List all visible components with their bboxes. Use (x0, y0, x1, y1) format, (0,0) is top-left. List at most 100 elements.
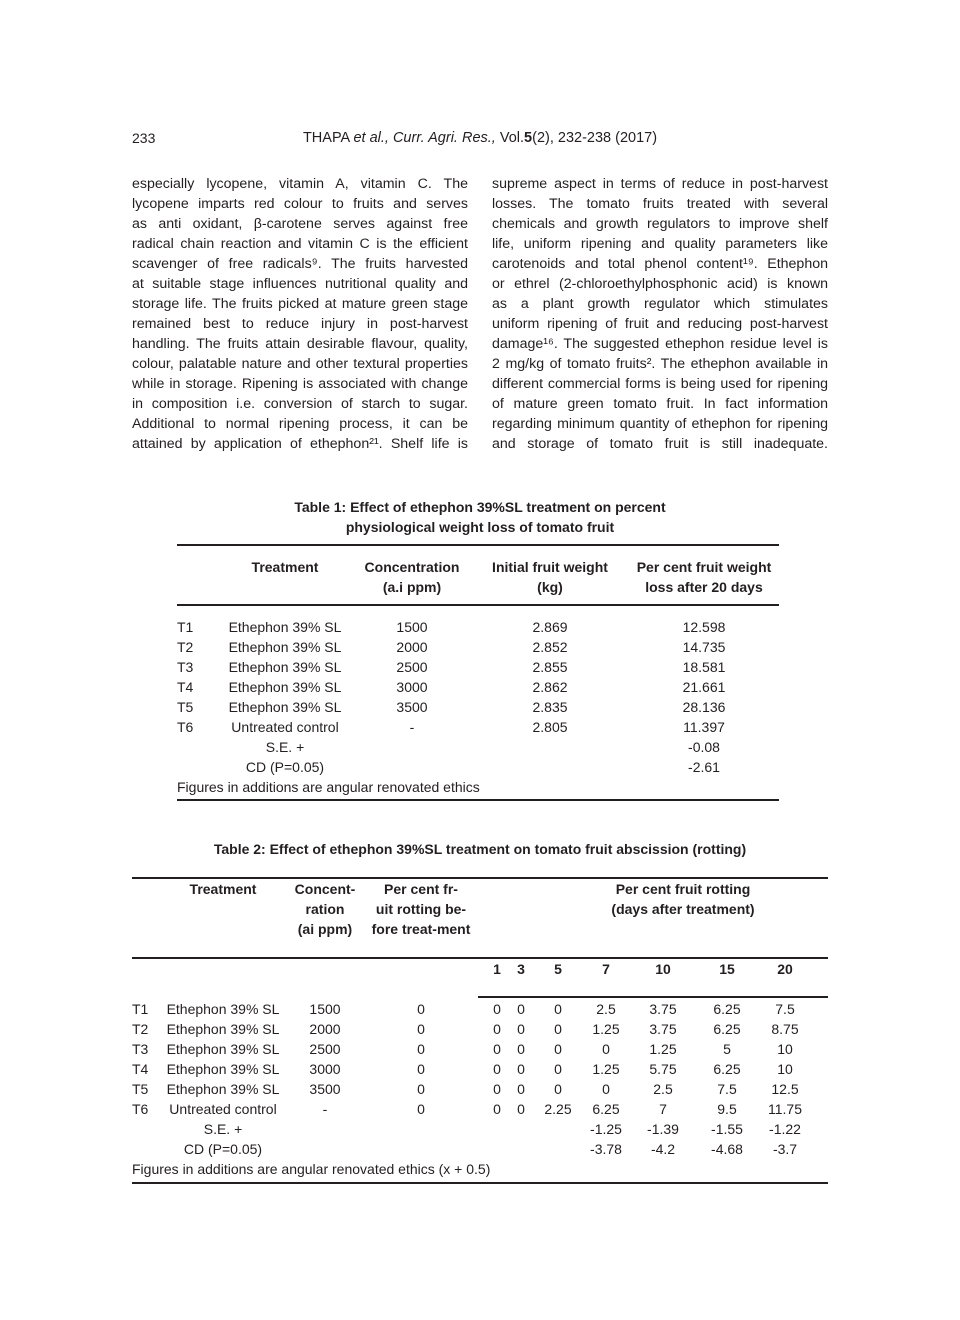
table-cell: Ethephon 39% SL (166, 1041, 280, 1057)
day-header: 15 (719, 961, 735, 977)
table-cell: 5 (723, 1041, 731, 1057)
table-cell: 2.5 (653, 1081, 673, 1097)
table-rule (177, 604, 779, 606)
table-caption: physiological weight loss of tomato frui… (345, 519, 615, 535)
table-cell: 10 (777, 1061, 793, 1077)
running-header: THAPA et al., Curr. Agri. Res., Vol.5(2)… (0, 130, 960, 146)
table-cell: 21.661 (682, 679, 726, 695)
table-caption: Table 1: Effect of ethephon 39%SL treatm… (294, 499, 666, 515)
body-text-line: colour, palatable nature and other textu… (132, 356, 468, 372)
table-cell: Ethephon 39% SL (228, 619, 342, 635)
body-text-line: life, uniform ripening and quality param… (492, 236, 828, 252)
treatment-code: T5 (132, 1081, 149, 1097)
body-text-line: regarding minimum quantity of ethephon f… (492, 416, 828, 432)
table-cell: 3000 (309, 1061, 341, 1077)
issue-pages: (2), 232-238 (2017) (532, 130, 658, 146)
body-text-line: in composition i.e. conversion of starch… (132, 396, 468, 412)
stat-value: -2.61 (688, 759, 720, 775)
table-cell: 0 (517, 1101, 525, 1117)
table-cell: 3000 (396, 679, 428, 695)
body-text-line: and storage of tomato fruit is still ina… (492, 436, 828, 452)
body-text-line: different commercial forms is being used… (492, 376, 828, 392)
column-header: Treatment (251, 559, 319, 575)
table-cell: 2.805 (532, 719, 568, 735)
table-cell: 0 (417, 1101, 425, 1117)
column-header: Initial fruit weight (492, 559, 608, 575)
table-cell: 0 (417, 1001, 425, 1017)
table-cell: 11.397 (683, 719, 725, 735)
column-header: uit rotting be- (375, 901, 467, 917)
page-number: 233 (132, 130, 156, 146)
table-cell: 11.75 (768, 1101, 802, 1117)
body-text-line: lycopene imparts red colour to fruits an… (132, 196, 468, 212)
table-rule (132, 957, 828, 959)
volume: 5 (524, 130, 533, 146)
body-text-line: especially lycopene, vitamin A, vitamin … (132, 176, 468, 192)
treatment-code: T3 (177, 659, 194, 675)
column-header: ration (305, 901, 345, 917)
journal: Curr. Agri. Res., (392, 130, 496, 146)
table-cell: 28.136 (682, 699, 726, 715)
table-cell: Untreated control (169, 1101, 277, 1117)
body-text-line: or ethrel (2-chloroethylphosphonic acid)… (492, 276, 828, 292)
table-cell: 2000 (309, 1021, 341, 1037)
table-cell: 0 (493, 1101, 501, 1117)
body-text-line: handling. The fruits attain desirable fl… (132, 336, 468, 352)
body-text-line: while in storage. Ripening is associated… (132, 376, 468, 392)
table-cell: 1.25 (649, 1041, 677, 1057)
stat-value: -3.7 (772, 1141, 798, 1157)
body-text-line: attained by application of ethephon²¹. S… (132, 436, 468, 452)
column-header: fore treat-ment (371, 921, 471, 937)
column-header: (ai ppm) (297, 921, 353, 937)
body-text-line: of mature green tomato fruit. In fact in… (492, 396, 828, 412)
treatment-code: T1 (177, 619, 194, 635)
column-header: Concent- (294, 881, 356, 897)
table-cell: 1500 (309, 1001, 341, 1017)
body-text-line: damage¹⁶. The suggested ethephon residue… (492, 336, 828, 352)
body-right-column: supreme aspect in terms of reduce in pos… (492, 174, 828, 454)
table-cell: 9.5 (717, 1101, 737, 1117)
table-cell: 3500 (396, 699, 428, 715)
table-cell: 0 (493, 1021, 501, 1037)
table-cell: 0 (517, 1081, 525, 1097)
table-cell: Ethephon 39% SL (166, 1021, 280, 1037)
table-cell: 7 (659, 1101, 667, 1117)
column-header: (days after treatment) (611, 901, 755, 917)
column-header: Per cent fr- (384, 881, 458, 897)
table-rule (177, 799, 779, 801)
table-cell: 2000 (396, 639, 428, 655)
table-cell: 0 (554, 1081, 562, 1097)
body-text-line: losses. The tomato fruits treated with s… (492, 196, 828, 212)
table-cell: 6.25 (713, 1061, 741, 1077)
stat-value: -4.2 (650, 1141, 676, 1157)
table-cell: 6.25 (713, 1021, 741, 1037)
body-left-column: especially lycopene, vitamin A, vitamin … (132, 174, 468, 454)
table-cell: 0 (417, 1021, 425, 1037)
table-rule (132, 1182, 828, 1184)
table-cell: Ethephon 39% SL (228, 639, 342, 655)
table-cell: 0 (493, 1061, 501, 1077)
table-cell: Ethephon 39% SL (228, 659, 342, 675)
stat-value: -1.39 (647, 1121, 679, 1137)
table-cell: 0 (493, 1001, 501, 1017)
treatment-code: T2 (177, 639, 194, 655)
table-cell: 2.855 (532, 659, 568, 675)
table-cell: Ethephon 39% SL (166, 1001, 280, 1017)
et-al: et al., (353, 130, 389, 146)
treatment-code: T2 (132, 1021, 149, 1037)
day-header: 5 (554, 961, 562, 977)
table-rule (132, 877, 828, 879)
treatment-code: T5 (177, 699, 194, 715)
treatment-code: T3 (132, 1041, 149, 1057)
treatment-code: T6 (177, 719, 194, 735)
stat-label: S.E. + (203, 1121, 243, 1137)
vol-prefix: Vol. (499, 130, 525, 146)
table-cell: 0 (517, 1001, 525, 1017)
table-footnote: Figures in additions are angular renovat… (132, 1161, 491, 1177)
table-cell: 2500 (309, 1041, 341, 1057)
table-cell: 1.25 (592, 1061, 620, 1077)
column-header: Per cent fruit rotting (615, 881, 751, 897)
table-cell: 7.5 (775, 1001, 795, 1017)
body-text-line: storage life. The fruits picked at matur… (132, 296, 468, 312)
table-caption: Table 2: Effect of ethephon 39%SL treatm… (213, 841, 747, 857)
